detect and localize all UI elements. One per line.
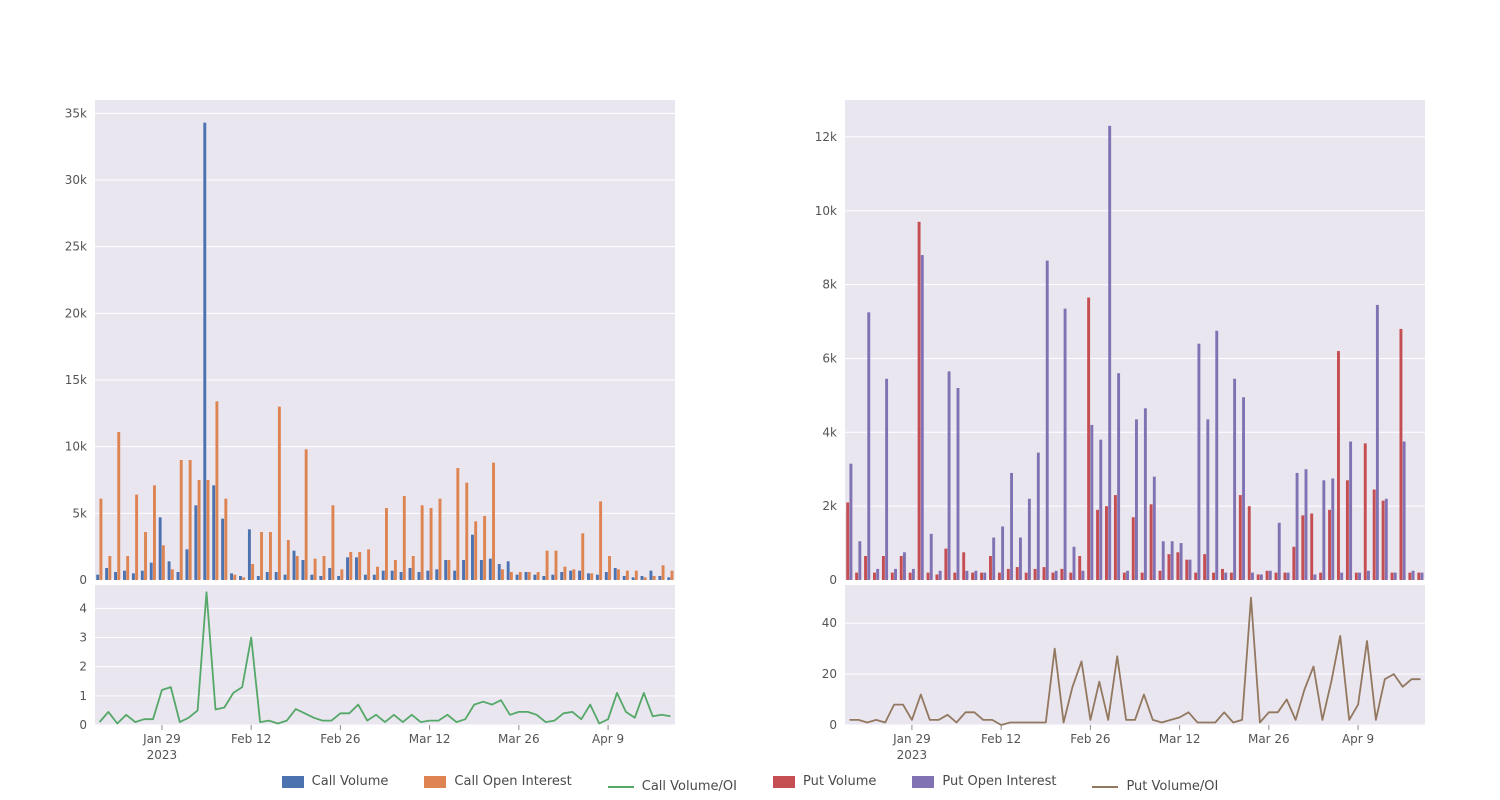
svg-text:2023: 2023 bbox=[147, 748, 178, 762]
svg-text:0: 0 bbox=[79, 573, 87, 587]
legend-label: Call Volume/OI bbox=[642, 779, 737, 794]
svg-text:Jan 29: Jan 29 bbox=[142, 732, 181, 746]
legend-label: Call Volume bbox=[312, 774, 389, 789]
svg-text:12k: 12k bbox=[815, 130, 837, 144]
svg-text:2: 2 bbox=[79, 660, 87, 674]
legend-line bbox=[1092, 786, 1118, 788]
svg-text:0: 0 bbox=[829, 718, 837, 732]
svg-text:Feb 12: Feb 12 bbox=[981, 732, 1021, 746]
svg-text:2k: 2k bbox=[822, 499, 837, 513]
svg-text:6k: 6k bbox=[822, 351, 837, 365]
svg-text:Apr 9: Apr 9 bbox=[1342, 732, 1374, 746]
legend-item: Put Volume bbox=[773, 774, 876, 789]
svg-text:Apr 9: Apr 9 bbox=[592, 732, 624, 746]
svg-text:Feb 26: Feb 26 bbox=[1070, 732, 1110, 746]
legend-swatch bbox=[773, 776, 795, 788]
legend-swatch bbox=[912, 776, 934, 788]
svg-text:25k: 25k bbox=[65, 240, 87, 254]
svg-text:Mar 26: Mar 26 bbox=[498, 732, 540, 746]
legend-label: Put Volume/OI bbox=[1126, 779, 1218, 794]
put-bar-chart: 02k4k6k8k10k12k bbox=[845, 100, 1427, 580]
legend-item: Call Volume/OI bbox=[608, 779, 737, 794]
svg-text:40: 40 bbox=[822, 616, 837, 630]
legend-item: Call Volume bbox=[282, 774, 389, 789]
svg-text:Mar 26: Mar 26 bbox=[1248, 732, 1290, 746]
svg-text:2023: 2023 bbox=[897, 748, 928, 762]
svg-text:30k: 30k bbox=[65, 173, 87, 187]
svg-text:0: 0 bbox=[829, 573, 837, 587]
svg-text:8k: 8k bbox=[822, 278, 837, 292]
svg-text:35k: 35k bbox=[65, 106, 87, 120]
legend-item: Put Open Interest bbox=[912, 774, 1056, 789]
options-activity-figure: { "background_color": "#ffffff", "plot_b… bbox=[0, 0, 1500, 800]
svg-text:Mar 12: Mar 12 bbox=[1159, 732, 1201, 746]
call-ratio-chart: 01234Jan 29Feb 12Feb 26Mar 12Mar 26Apr 9… bbox=[95, 585, 677, 725]
svg-text:20k: 20k bbox=[65, 306, 87, 320]
svg-text:10k: 10k bbox=[65, 440, 87, 454]
legend-item: Put Volume/OI bbox=[1092, 779, 1218, 794]
svg-text:0: 0 bbox=[79, 718, 87, 732]
svg-text:Feb 12: Feb 12 bbox=[231, 732, 271, 746]
legend: Call Volume Call Open Interest Call Volume… bbox=[0, 774, 1500, 794]
svg-text:4: 4 bbox=[79, 601, 87, 615]
svg-text:10k: 10k bbox=[815, 204, 837, 218]
legend-swatch bbox=[282, 776, 304, 788]
put-ratio-chart: 02040Jan 29Feb 12Feb 26Mar 12Mar 26Apr 9… bbox=[845, 585, 1427, 725]
svg-text:20: 20 bbox=[822, 667, 837, 681]
svg-text:15k: 15k bbox=[65, 373, 87, 387]
legend-line bbox=[608, 786, 634, 788]
legend-item: Call Open Interest bbox=[424, 774, 571, 789]
legend-label: Put Open Interest bbox=[942, 774, 1056, 789]
svg-text:Mar 12: Mar 12 bbox=[409, 732, 451, 746]
svg-text:1: 1 bbox=[79, 689, 87, 703]
svg-text:4k: 4k bbox=[822, 425, 837, 439]
svg-text:5k: 5k bbox=[72, 506, 87, 520]
svg-text:Jan 29: Jan 29 bbox=[892, 732, 931, 746]
legend-label: Put Volume bbox=[803, 774, 876, 789]
svg-text:3: 3 bbox=[79, 631, 87, 645]
legend-label: Call Open Interest bbox=[454, 774, 571, 789]
legend-swatch bbox=[424, 776, 446, 788]
svg-text:Feb 26: Feb 26 bbox=[320, 732, 360, 746]
call-bar-chart: 05k10k15k20k25k30k35k bbox=[95, 100, 677, 580]
